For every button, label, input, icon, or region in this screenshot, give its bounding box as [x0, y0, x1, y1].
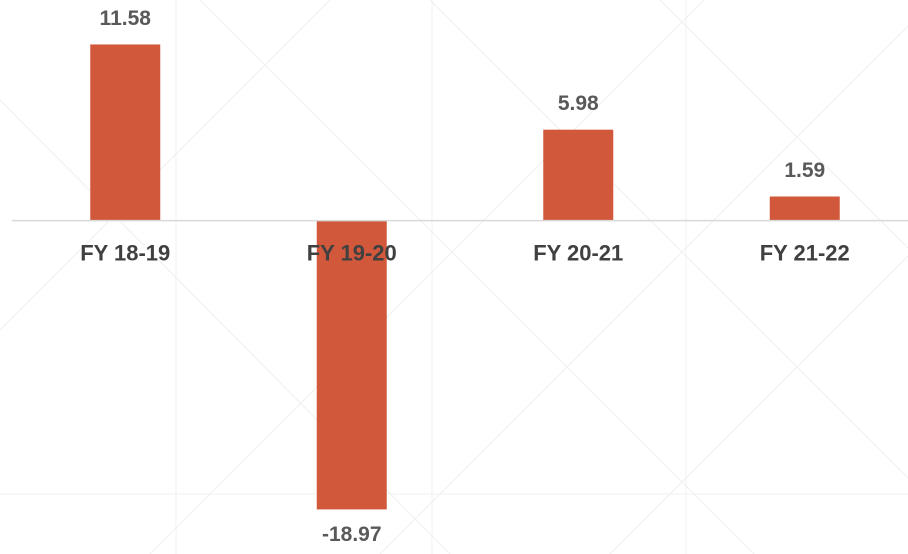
bar: [90, 44, 161, 221]
x-tick-label: FY 19-20: [307, 240, 397, 265]
bar: [316, 220, 387, 510]
bar: [769, 196, 840, 221]
data-label: -18.97: [322, 523, 382, 546]
data-label: 1.59: [784, 159, 825, 182]
data-label: 11.58: [100, 7, 152, 30]
x-tick-label: FY 20-21: [533, 240, 623, 265]
x-tick-label: FY 21-22: [760, 240, 850, 265]
data-label: 5.98: [558, 92, 599, 115]
bar: [543, 129, 614, 221]
x-tick-label: FY 18-19: [80, 240, 170, 265]
